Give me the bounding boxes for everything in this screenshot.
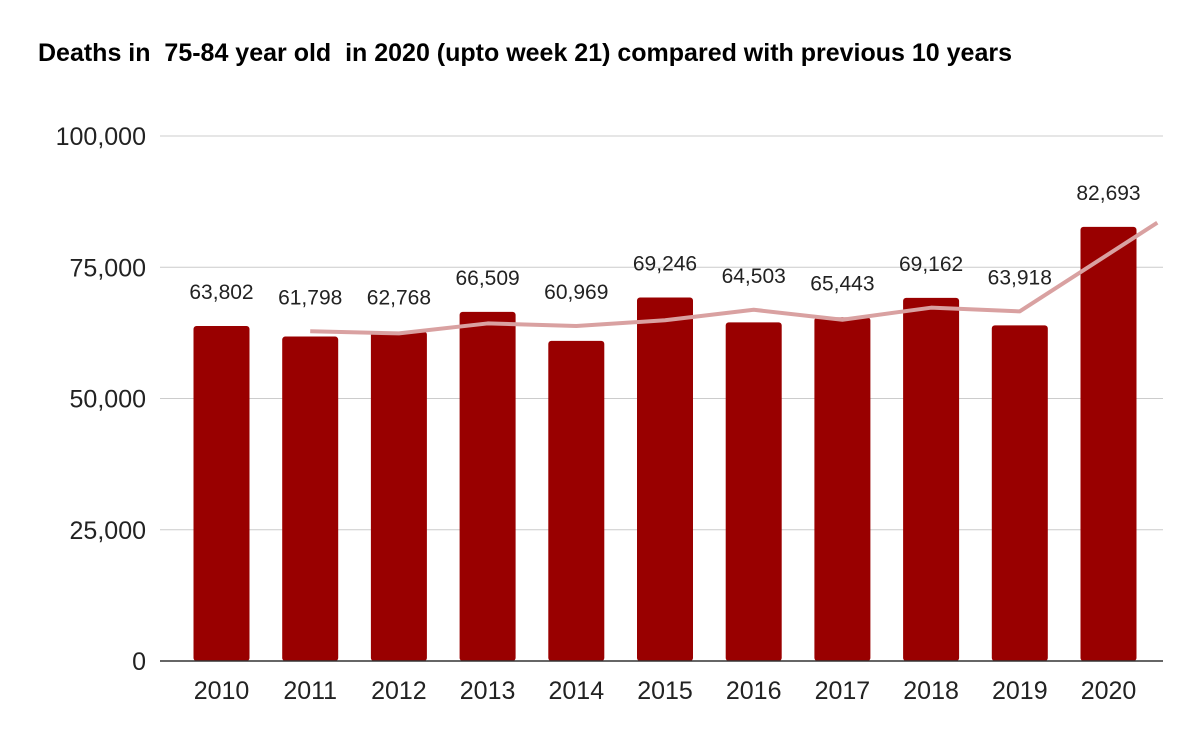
bar-2018 <box>903 297 960 661</box>
data-labels: 63,802 61,798 62,768 66,509 60,969 69,246 64,5… <box>189 182 1140 310</box>
x-axis-tick-labels: 2010 2011 2012 2013 2014 2015 2016 2017 2018 2019… <box>194 677 1137 705</box>
bar-2010 <box>193 326 250 661</box>
data-label-2010: 63,802 <box>189 281 253 304</box>
x-tick-label: 2010 <box>194 677 250 705</box>
bars <box>193 226 1137 661</box>
x-tick-label: 2014 <box>548 677 604 705</box>
data-label-2014: 60,969 <box>544 281 608 304</box>
y-tick-label: 75,000 <box>70 254 146 282</box>
y-tick-label: 0 <box>132 648 146 676</box>
x-tick-label: 2011 <box>283 677 337 705</box>
data-label-2013: 66,509 <box>455 267 519 290</box>
bar-2020 <box>1080 226 1137 661</box>
bar-2015 <box>637 297 693 661</box>
bar-2017 <box>814 317 871 661</box>
y-axis-tick-labels: 0 25,000 50,000 75,000 100,000 <box>56 123 146 676</box>
trendline <box>310 220 1159 336</box>
x-tick-label: 2018 <box>903 677 959 705</box>
x-tick-label: 2019 <box>992 677 1048 705</box>
data-label-2012: 62,768 <box>367 286 431 309</box>
data-label-2018: 69,162 <box>899 253 963 276</box>
bar-2014 <box>548 340 605 661</box>
x-tick-label: 2017 <box>815 677 871 705</box>
data-label-2017: 65,443 <box>810 272 874 295</box>
x-tick-label: 2016 <box>726 677 782 705</box>
trendline-group <box>310 220 1159 336</box>
y-tick-label: 25,000 <box>70 517 146 545</box>
data-label-2011: 61,798 <box>278 286 342 309</box>
bar-2012 <box>370 331 427 661</box>
y-tick-label: 100,000 <box>56 123 146 151</box>
data-label-2016: 64,503 <box>722 265 786 288</box>
bar-2019 <box>991 325 1048 661</box>
data-label-2015: 69,246 <box>633 252 697 275</box>
x-tick-label: 2013 <box>460 677 516 705</box>
x-tick-label: 2015 <box>637 677 693 705</box>
chart-title: Deaths in 75-84 year old in 2020 (upto w… <box>38 39 1012 67</box>
data-label-2019: 63,918 <box>988 266 1052 289</box>
bar-2011 <box>282 336 339 661</box>
x-tick-label: 2012 <box>371 677 427 705</box>
y-tick-label: 50,000 <box>70 386 146 414</box>
bar-2013 <box>459 311 516 661</box>
x-tick-label: 2020 <box>1081 677 1137 705</box>
data-label-2020: 82,693 <box>1076 182 1140 205</box>
bar-2016 <box>725 322 782 661</box>
